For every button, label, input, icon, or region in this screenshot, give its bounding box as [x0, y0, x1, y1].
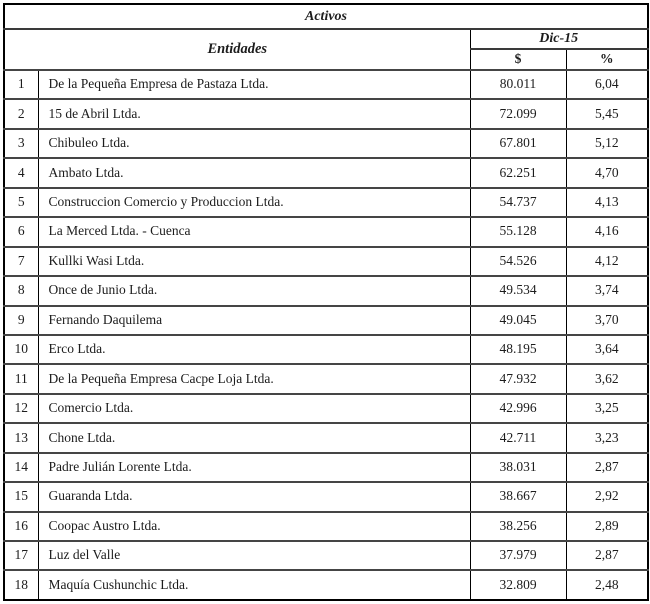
table-row: 5 Construccion Comercio y Produccion Ltd…	[4, 186, 648, 218]
entity-name: Chibuleo Ltda.	[37, 127, 470, 159]
table-header: Activos Entidades Dic-15 $ %	[4, 4, 648, 70]
period-column-header: Dic-15	[469, 29, 648, 50]
asset-percent: 5,45	[565, 98, 648, 129]
table-row: 13 Chone Ltda. 42.711 3,23	[4, 422, 648, 453]
asset-percent: 2,89	[565, 510, 648, 541]
table-row: 1 De la Pequeña Empresa de Pastaza Ltda.…	[4, 68, 648, 100]
row-number: 5	[4, 186, 38, 218]
asset-value: 80.011	[469, 68, 566, 100]
row-number: 7	[4, 245, 38, 277]
percent-column-header: %	[565, 49, 648, 70]
asset-percent: 2,48	[565, 569, 648, 600]
entity-name: Construccion Comercio y Produccion Ltda.	[37, 186, 470, 218]
row-number: 17	[4, 539, 38, 571]
row-number: 8	[4, 275, 38, 306]
asset-value: 38.031	[469, 451, 566, 483]
table-row: 15 Guaranda Ltda. 38.667 2,92	[4, 481, 648, 512]
asset-percent: 4,13	[565, 186, 648, 218]
asset-value: 42.996	[469, 392, 566, 424]
row-number: 12	[4, 392, 38, 424]
row-number: 14	[4, 451, 38, 483]
entity-name: Fernando Daquilema	[37, 304, 470, 335]
asset-percent: 3,70	[565, 304, 648, 335]
row-number: 16	[4, 510, 38, 541]
table-row: 2 15 de Abril Ltda. 72.099 5,45	[4, 98, 648, 129]
table-row: 9 Fernando Daquilema 49.045 3,70	[4, 304, 648, 335]
row-number: 9	[4, 304, 38, 335]
asset-percent: 6,04	[565, 68, 648, 100]
asset-percent: 3,64	[565, 333, 648, 365]
asset-value: 32.809	[469, 569, 566, 600]
table-row: 8 Once de Junio Ltda. 49.534 3,74	[4, 275, 648, 306]
entity-name: De la Pequeña Empresa Cacpe Loja Ltda.	[37, 363, 470, 394]
entity-name: Comercio Ltda.	[37, 392, 470, 424]
entity-name: Once de Junio Ltda.	[37, 275, 470, 306]
asset-value: 47.932	[469, 363, 566, 394]
table-row: 18 Maquía Cushunchic Ltda. 32.809 2,48	[4, 569, 648, 600]
row-number: 2	[4, 98, 38, 129]
table-row: 10 Erco Ltda. 48.195 3,64	[4, 333, 648, 365]
row-number: 4	[4, 157, 38, 188]
table-row: 16 Coopac Austro Ltda. 38.256 2,89	[4, 510, 648, 541]
entity-name: Ambato Ltda.	[37, 157, 470, 188]
asset-value: 54.526	[469, 245, 566, 277]
row-number: 3	[4, 127, 38, 159]
asset-value: 38.256	[469, 510, 566, 541]
asset-value: 38.667	[469, 481, 566, 512]
asset-percent: 5,12	[565, 127, 648, 159]
asset-percent: 4,16	[565, 216, 648, 247]
entity-name: Maquía Cushunchic Ltda.	[37, 569, 470, 600]
entity-name: Luz del Valle	[37, 539, 470, 571]
assets-table: Activos Entidades Dic-15 $ % 1 De la Peq…	[3, 3, 649, 601]
entity-name: De la Pequeña Empresa de Pastaza Ltda.	[37, 68, 470, 100]
table-row: 6 La Merced Ltda. - Cuenca 55.128 4,16	[4, 216, 648, 247]
entity-name: 15 de Abril Ltda.	[37, 98, 470, 129]
row-number: 18	[4, 569, 38, 600]
entities-column-header: Entidades	[4, 29, 470, 70]
asset-percent: 2,87	[565, 539, 648, 571]
dollar-column-header: $	[469, 49, 566, 70]
asset-value: 55.128	[469, 216, 566, 247]
asset-percent: 2,87	[565, 451, 648, 483]
row-number: 10	[4, 333, 38, 365]
table-row: 12 Comercio Ltda. 42.996 3,25	[4, 392, 648, 424]
table-row: 4 Ambato Ltda. 62.251 4,70	[4, 157, 648, 188]
entity-name: Guaranda Ltda.	[37, 481, 470, 512]
entity-name: Chone Ltda.	[37, 422, 470, 453]
asset-value: 37.979	[469, 539, 566, 571]
asset-value: 72.099	[469, 98, 566, 129]
asset-value: 42.711	[469, 422, 566, 453]
asset-percent: 3,23	[565, 422, 648, 453]
table-title: Activos	[4, 4, 648, 30]
asset-percent: 3,62	[565, 363, 648, 394]
asset-percent: 4,12	[565, 245, 648, 277]
entity-name: Erco Ltda.	[37, 333, 470, 365]
asset-value: 48.195	[469, 333, 566, 365]
table-body: 1 De la Pequeña Empresa de Pastaza Ltda.…	[4, 68, 648, 600]
entity-name: Padre Julián Lorente Ltda.	[37, 451, 470, 483]
row-number: 11	[4, 363, 38, 394]
asset-percent: 2,92	[565, 481, 648, 512]
row-number: 15	[4, 481, 38, 512]
row-number: 1	[4, 68, 38, 100]
entity-name: Coopac Austro Ltda.	[37, 510, 470, 541]
asset-value: 49.534	[469, 275, 566, 306]
table-row: 7 Kullki Wasi Ltda. 54.526 4,12	[4, 245, 648, 277]
asset-percent: 3,25	[565, 392, 648, 424]
asset-percent: 3,74	[565, 275, 648, 306]
table-row: 3 Chibuleo Ltda. 67.801 5,12	[4, 127, 648, 159]
asset-percent: 4,70	[565, 157, 648, 188]
asset-value: 62.251	[469, 157, 566, 188]
table-row: 17 Luz del Valle 37.979 2,87	[4, 539, 648, 571]
table-row: 11 De la Pequeña Empresa Cacpe Loja Ltda…	[4, 363, 648, 394]
table-row: 14 Padre Julián Lorente Ltda. 38.031 2,8…	[4, 451, 648, 483]
asset-value: 67.801	[469, 127, 566, 159]
row-number: 13	[4, 422, 38, 453]
row-number: 6	[4, 216, 38, 247]
entity-name: Kullki Wasi Ltda.	[37, 245, 470, 277]
entity-name: La Merced Ltda. - Cuenca	[37, 216, 470, 247]
asset-value: 54.737	[469, 186, 566, 218]
asset-value: 49.045	[469, 304, 566, 335]
